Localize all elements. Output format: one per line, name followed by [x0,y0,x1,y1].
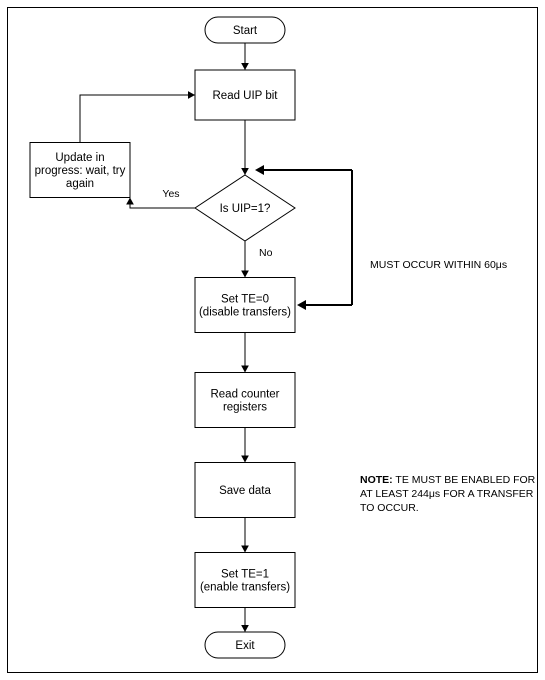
diagram-frame: StartRead UIP bitUpdate inprogress: wait… [0,0,545,680]
outer-border [7,7,538,673]
